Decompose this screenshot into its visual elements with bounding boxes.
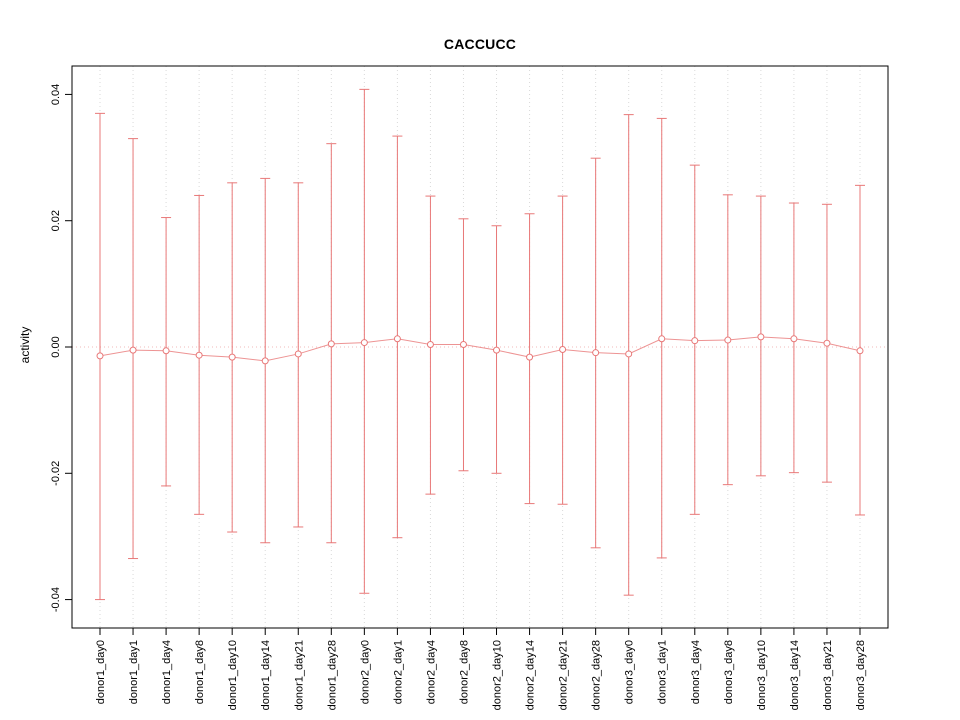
- x-tick-label: donor3_day1: [657, 640, 669, 704]
- x-tick-label: donor3_day28: [855, 640, 867, 710]
- data-point: [228, 353, 236, 361]
- x-tick-label: donor1_day14: [260, 640, 272, 710]
- x-tick-label: donor1_day28: [326, 640, 338, 710]
- data-point: [658, 335, 666, 343]
- data-point: [129, 346, 137, 354]
- data-point: [526, 353, 534, 361]
- x-tick-label: donor2_day1: [392, 640, 404, 704]
- x-tick-label: donor3_day21: [822, 640, 834, 710]
- data-point: [261, 357, 269, 365]
- x-tick-label: donor1_day10: [227, 640, 239, 710]
- data-point: [625, 350, 633, 358]
- x-tick-label: donor2_day28: [591, 640, 603, 710]
- x-tick-label: donor3_day4: [690, 640, 702, 704]
- x-tick-label: donor2_day4: [425, 640, 437, 704]
- series-line: [99, 336, 861, 362]
- data-point: [360, 339, 368, 347]
- data-point: [592, 349, 600, 357]
- x-tick-label: donor2_day8: [458, 640, 470, 704]
- y-tick-label: -0.04: [50, 587, 62, 612]
- x-tick-label: donor1_day0: [95, 640, 107, 704]
- data-point: [96, 352, 104, 360]
- x-tick-label: donor3_day0: [624, 640, 636, 704]
- data-point: [757, 333, 765, 341]
- x-tick-label: donor1_day1: [128, 640, 140, 704]
- data-point: [790, 335, 798, 343]
- data-point: [459, 340, 467, 348]
- y-tick-label: 0.00: [50, 336, 62, 357]
- x-tick-label: donor1_day8: [194, 640, 206, 704]
- data-point: [195, 351, 203, 359]
- data-point: [559, 346, 567, 354]
- x-tick-label: donor3_day8: [723, 640, 735, 704]
- data-point: [856, 347, 864, 355]
- data-point: [823, 339, 831, 347]
- data-point: [724, 336, 732, 344]
- data-point: [393, 335, 401, 343]
- x-tick-label: donor3_day10: [756, 640, 768, 710]
- y-tick-label: -0.02: [50, 461, 62, 486]
- x-tick-label: donor2_day21: [558, 640, 570, 710]
- y-tick-label: 0.02: [50, 210, 62, 231]
- x-tick-label: donor2_day10: [492, 640, 504, 710]
- x-tick-label: donor1_day4: [161, 640, 173, 704]
- data-point: [691, 337, 699, 345]
- data-point: [294, 350, 302, 358]
- data-point: [426, 340, 434, 348]
- data-point: [327, 340, 335, 348]
- x-tick-label: donor2_day0: [359, 640, 371, 704]
- data-point: [162, 347, 170, 355]
- x-tick-label: donor3_day14: [789, 640, 801, 710]
- x-tick-label: donor1_day21: [293, 640, 305, 710]
- data-point: [493, 346, 501, 354]
- x-tick-label: donor2_day14: [525, 640, 537, 710]
- chart-title: CACCUCC: [443, 36, 517, 52]
- y-tick-label: 0.04: [50, 84, 62, 105]
